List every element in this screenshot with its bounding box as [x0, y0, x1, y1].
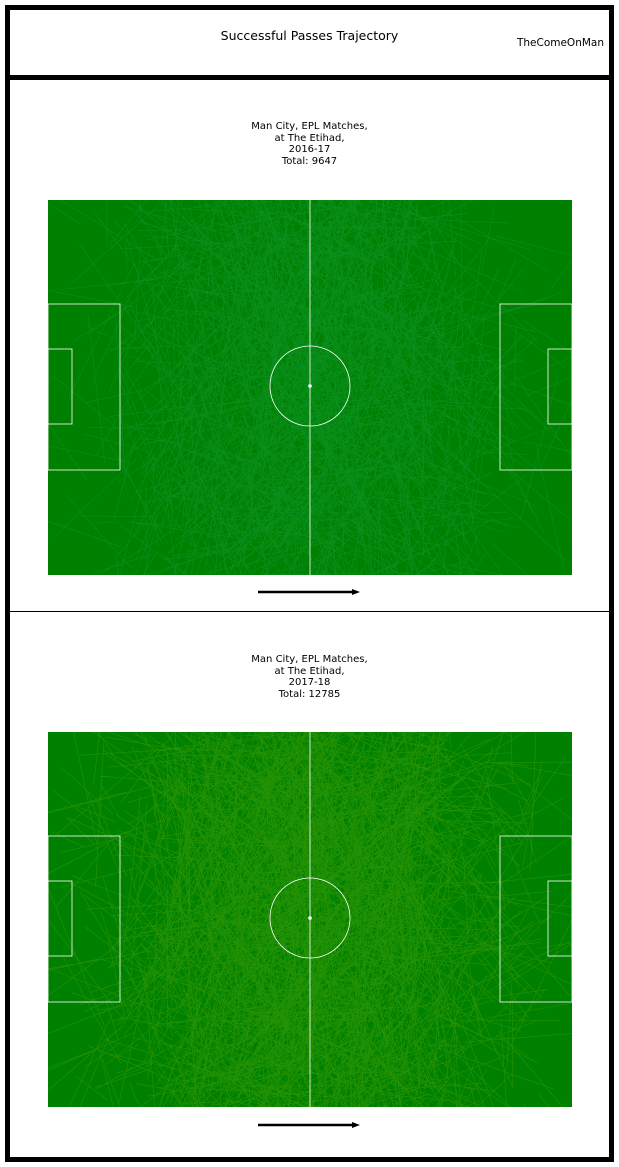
author-credit: TheComeOnMan [516, 37, 604, 49]
panel-title-line: at The Etihad, [274, 665, 345, 677]
header-divider [5, 75, 614, 80]
pitch-2017-18 [48, 732, 572, 1107]
trajectory-bundle [48, 732, 572, 1107]
figure-frame [5, 5, 614, 1162]
attack-direction-arrow [258, 589, 360, 595]
panel-title-2017-18: Man City, EPL Matches, at The Etihad, 20… [0, 654, 619, 700]
panel-title-line: Total: 12785 [278, 688, 341, 700]
arrow-head [352, 1122, 360, 1128]
panel-title-2016-17: Man City, EPL Matches, at The Etihad, 20… [0, 121, 619, 167]
left-goal-area [48, 348, 73, 425]
panel-title-line: 2016-17 [288, 144, 331, 155]
panel-title-line: Man City, EPL Matches, [251, 654, 368, 665]
left-goal-area [48, 880, 73, 957]
panel-title-line: Total: 9647 [281, 155, 338, 167]
centre-circle [269, 877, 351, 959]
centre-circle [269, 345, 351, 427]
attack-direction-arrow [258, 1122, 360, 1128]
left-penalty-area [48, 835, 121, 1003]
right-penalty-area [499, 835, 572, 1003]
centre-spot [308, 916, 312, 920]
left-penalty-area [48, 303, 121, 471]
section-divider [10, 611, 609, 612]
panel-title-line: at The Etihad, [274, 132, 345, 144]
right-goal-area [547, 880, 572, 957]
right-goal-area [547, 348, 572, 425]
panel-title-line: Man City, EPL Matches, [251, 121, 368, 132]
arrow-head [352, 589, 360, 595]
figure-title: Successful Passes Trajectory [220, 28, 399, 43]
right-penalty-area [499, 303, 572, 471]
centre-spot [308, 384, 312, 388]
panel-title-line: 2017-18 [288, 677, 331, 688]
pass-trajectories [48, 732, 572, 1107]
pitch-2016-17 [48, 200, 572, 575]
